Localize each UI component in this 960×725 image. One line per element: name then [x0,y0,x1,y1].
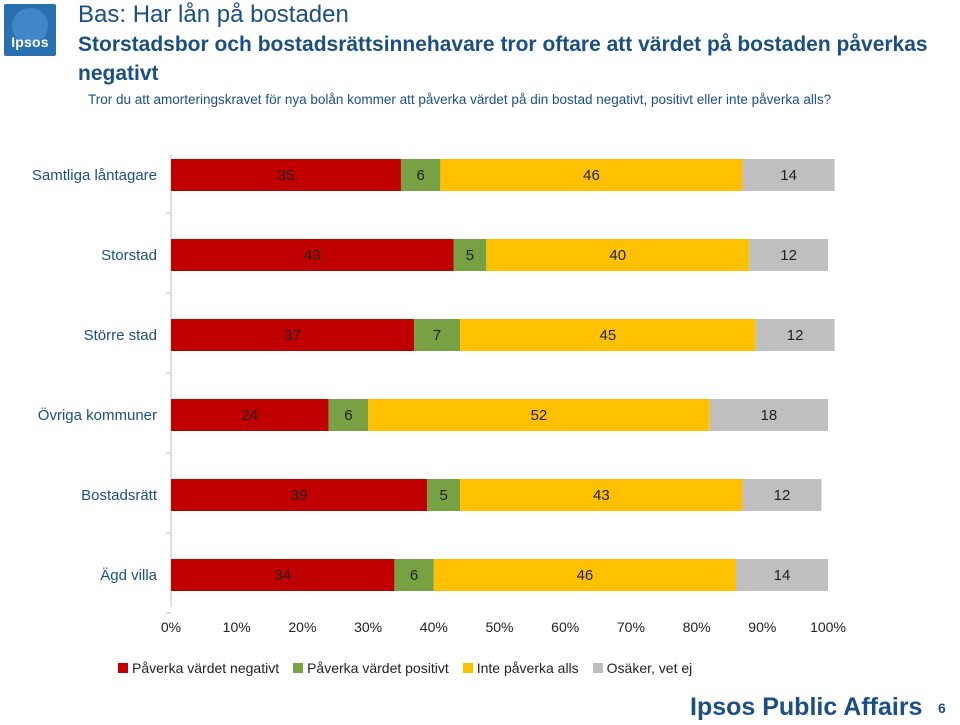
x-tick-label: 60% [551,619,579,635]
x-tick-label: 30% [354,619,382,635]
x-tick-label: 70% [617,619,645,635]
data-label: 6 [416,167,424,184]
bar-segment [394,559,434,591]
legend-label: Påverka värdet negativt [132,660,280,676]
data-label: 43 [304,247,321,264]
data-label: 40 [609,247,626,264]
bar-segment [328,399,369,431]
x-tick-label: 10% [223,619,251,635]
category-label: Ägd villa [100,567,157,584]
x-tick-label: 0% [161,619,181,635]
data-label: 12 [787,327,804,344]
x-tick-label: 50% [485,619,513,635]
data-label: 18 [761,407,778,424]
bar-segment [460,319,756,351]
page-title: Storstadsbor och bostadsrättsinnehavare … [78,33,928,85]
bar-segment [171,559,395,591]
data-label: 6 [344,407,352,424]
bar-segment [440,159,743,191]
data-label: 46 [577,567,594,584]
legend-label: Inte påverka alls [476,660,579,676]
data-label: 12 [780,247,797,264]
survey-question: Tror du att amorteringskravet för nya bo… [88,92,832,107]
bar-segment [171,319,415,351]
category-label: Samtliga låntagare [32,167,157,184]
bar-segment [171,159,401,191]
legend-label: Osäker, vet ej [606,660,693,676]
x-tick-label: 80% [683,619,711,635]
data-label: 24 [241,407,258,424]
bar-segment [453,239,487,271]
footer-brand: Ipsos Public Affairs [690,693,923,721]
data-label: 43 [593,487,610,504]
data-label: 35 [278,167,295,184]
bar-segment [171,479,428,511]
bar-segment [709,399,828,431]
bar-segment [742,159,835,191]
data-label: 37 [284,327,301,344]
page-number: 6 [938,700,946,716]
data-label: 46 [583,167,600,184]
bar-segment [749,239,828,271]
bar-segment [460,479,743,511]
data-label: 45 [600,327,617,344]
x-tick-label: 20% [288,619,316,635]
logo-text: Ipsos [11,34,49,50]
bar-segment [171,399,329,431]
chart-legend: Påverka värdet negativt Påverka värdet po… [118,660,706,676]
data-label: 7 [433,327,441,344]
legend-item: Osäker, vet ej [592,660,693,676]
logo-globe-icon [12,8,48,44]
data-label: 39 [291,487,308,504]
legend-item: Påverka värdet positivt [293,660,449,676]
category-label: Storstad [101,247,157,264]
bar-segment [742,479,822,511]
legend-swatch [118,663,128,673]
x-tick-label: 90% [748,619,776,635]
ipsos-logo: Ipsos [4,4,56,56]
bar-segment [171,239,454,271]
data-label: 6 [410,567,418,584]
x-tick-label: 40% [420,619,448,635]
bar-segment [755,319,835,351]
category-label: Större stad [84,327,157,344]
base-line: Bas: Har lån på bostaden [78,1,349,28]
bar-segment [433,559,737,591]
legend-swatch [293,663,304,673]
legend-swatch [592,663,603,673]
bar-segment [414,319,461,351]
legend-item: Påverka värdet negativt [118,660,279,676]
category-label: Övriga kommuner [38,406,157,424]
data-label: 14 [774,567,791,584]
category-label: Bostadsrätt [81,487,158,504]
data-label: 52 [531,407,548,424]
bar-segment [368,399,710,431]
legend-swatch [462,663,473,673]
bar-segment [400,159,441,191]
legend-item: Inte påverka alls [462,660,579,676]
bar-segment [736,559,828,591]
x-tick-label: 100% [810,619,846,635]
bar-segment [486,239,750,271]
bar-segment [427,479,461,511]
data-label: 34 [274,567,291,584]
data-label: 5 [466,247,474,264]
data-label: 5 [439,487,447,504]
data-label: 12 [774,487,791,504]
data-label: 14 [780,167,797,184]
legend-label: Påverka värdet positivt [307,660,449,676]
